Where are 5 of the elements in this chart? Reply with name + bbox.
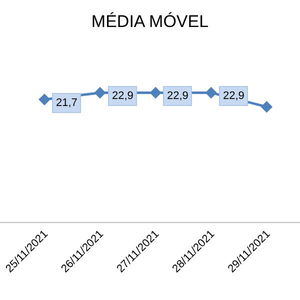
- chart-title: MÉDIA MÓVEL: [91, 12, 209, 31]
- data-label: 22,9: [167, 90, 188, 102]
- data-label: 22,9: [223, 90, 244, 102]
- data-label: 22,9: [112, 90, 134, 102]
- data-label: 21,7: [56, 97, 78, 109]
